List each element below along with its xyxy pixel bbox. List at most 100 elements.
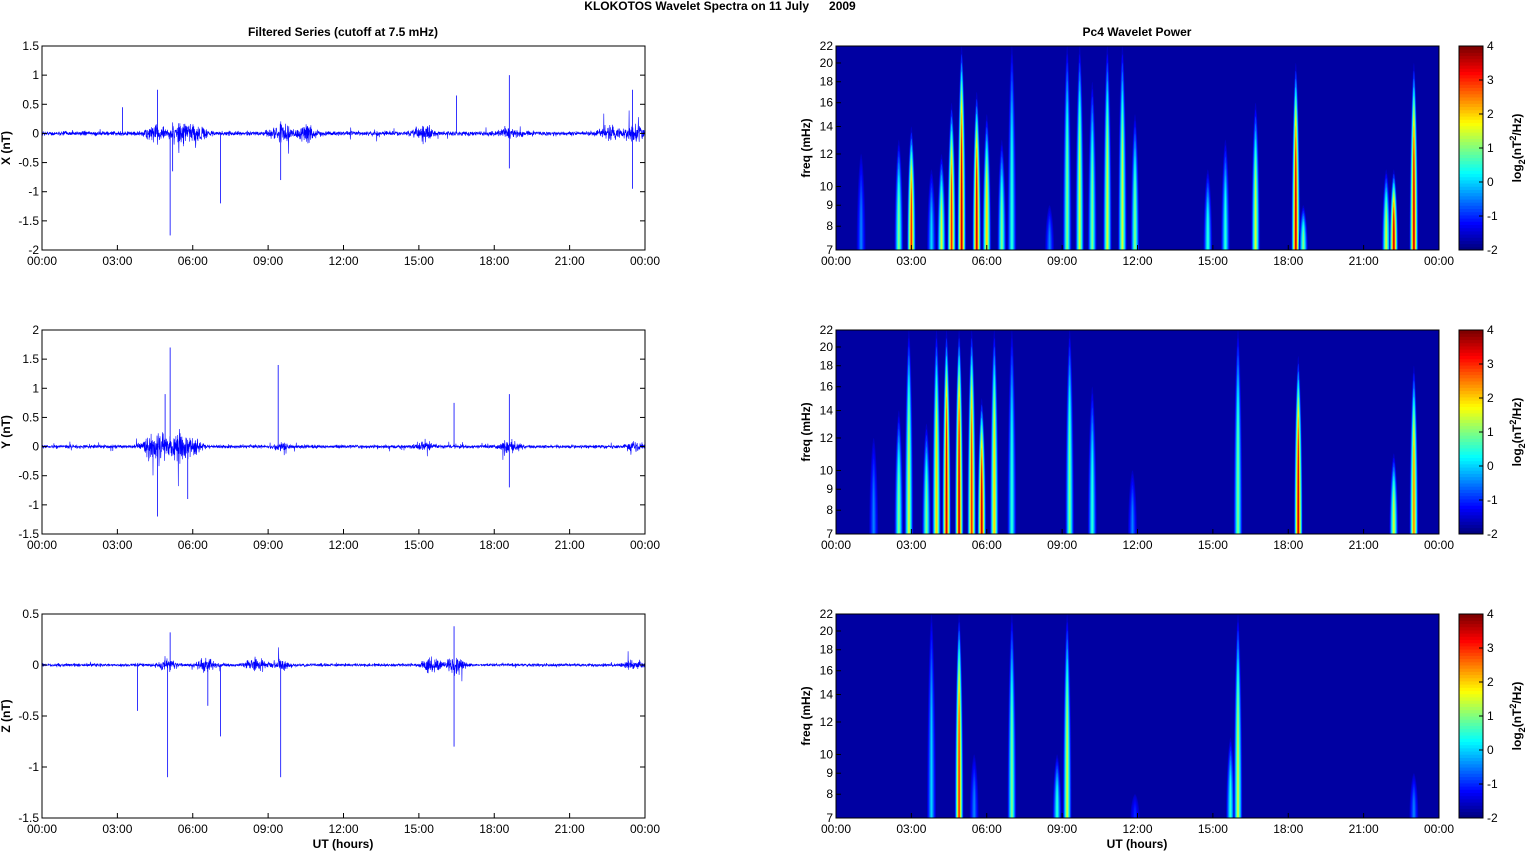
y-tick-label: 12 <box>820 431 834 445</box>
heatmap-cell <box>1066 704 1068 818</box>
heatmap-cell <box>1393 496 1395 534</box>
colorbar-segment <box>1459 674 1483 679</box>
colorbar-segment <box>1459 339 1483 344</box>
colorbar-tick-label: 4 <box>1487 323 1494 337</box>
colorbar-segment <box>1459 620 1483 625</box>
colorbar-segment <box>1459 352 1483 356</box>
colorbar-segment <box>1459 652 1483 656</box>
heatmap-cell <box>1224 195 1226 250</box>
colorbar-segment <box>1459 495 1483 500</box>
colorbar-segment <box>1459 460 1483 465</box>
x-tick-label: 18:00 <box>479 538 509 552</box>
colorbar-tick-label: -1 <box>1487 777 1498 791</box>
colorbar-segment <box>1459 109 1483 114</box>
x-tick-label: 09:00 <box>1047 254 1077 268</box>
colorbar-segment <box>1459 355 1483 360</box>
colorbar-segment <box>1459 735 1483 739</box>
y-tick-label: 14 <box>820 404 834 418</box>
colorbar-segment <box>1459 511 1483 516</box>
x-tick-label: 21:00 <box>1349 538 1379 552</box>
colorbar-segment <box>1459 77 1483 82</box>
heatmap-cell <box>951 173 953 250</box>
colorbar-segment <box>1459 234 1483 238</box>
y-tick-label: 18 <box>820 75 834 89</box>
colorbar-segment <box>1459 74 1483 79</box>
heatmap-cells <box>869 330 1419 534</box>
colorbar-segment <box>1459 246 1483 251</box>
colorbar-segment <box>1459 696 1483 701</box>
x-tick-label: 06:00 <box>972 822 1002 836</box>
plot-area <box>42 330 645 534</box>
y-tick-label: -1.5 <box>18 527 39 541</box>
heatmap-cell <box>925 479 928 534</box>
x-tick-label: 06:00 <box>178 254 208 268</box>
heatmap-cell <box>1207 212 1209 250</box>
colorbar-segment <box>1459 451 1483 455</box>
colorbar-tick-label: 0 <box>1487 459 1494 473</box>
colorbar-segment <box>1459 782 1483 787</box>
colorbar-segment <box>1459 151 1483 155</box>
colorbar-segment <box>1459 58 1483 63</box>
colorbar-segment <box>1459 128 1483 133</box>
x-tick-label: 15:00 <box>404 254 434 268</box>
heatmap-cell <box>981 464 983 534</box>
colorbar-segment <box>1459 661 1483 666</box>
colorbar-segment <box>1459 400 1483 404</box>
colorbar-tick-label: 4 <box>1487 39 1494 53</box>
colorbar-segment <box>1459 716 1483 720</box>
heatmap-cell <box>860 203 862 250</box>
time-series-plot-2: 2 1.5 1 0.5 0 -0.5 -1 -1.5 Y (nT) 00:00 03:00 06:00… <box>0 323 660 552</box>
x-tick-label: 00:00 <box>821 254 851 268</box>
colorbar-segment <box>1459 706 1483 711</box>
heatmap-cell <box>1066 136 1068 250</box>
heatmap-cell <box>945 420 948 534</box>
heatmap-cell <box>1091 457 1093 534</box>
x-tick-label: 09:00 <box>1047 538 1077 552</box>
x-tick-label: 15:00 <box>404 538 434 552</box>
time-series-plot-1: 1.5 1 0.5 0 -0.5 -1 -1.5 -2 X (nT) 00:00 03:00 06:0… <box>0 39 660 268</box>
colorbar-segment <box>1459 419 1483 423</box>
colorbar-segment <box>1459 55 1483 60</box>
colorbar-segment <box>1459 122 1483 127</box>
colorbar-segment <box>1459 112 1483 117</box>
colorbar-segment <box>1459 770 1483 774</box>
heatmap-cell <box>986 180 988 250</box>
colorbar-segment <box>1459 81 1483 85</box>
colorbar-segment <box>1459 342 1483 347</box>
colorbar-segment <box>1459 349 1483 353</box>
x-tick-label: 18:00 <box>1273 822 1303 836</box>
colorbar-segment <box>1459 403 1483 407</box>
colorbar-tick-label: -2 <box>1487 811 1498 825</box>
y-tick-label: 16 <box>820 380 834 394</box>
colorbar-segment <box>1459 371 1483 376</box>
colorbar-segment <box>1459 154 1483 159</box>
heatmap-cell <box>1011 704 1013 818</box>
heatmap-cell <box>958 704 960 818</box>
colorbar-segment <box>1459 202 1483 206</box>
colorbar-segment <box>1459 642 1483 647</box>
colorbar-segment <box>1459 687 1483 691</box>
x-tick-label: 00:00 <box>27 538 57 552</box>
y-axis-label: freq (mHz) <box>799 402 813 461</box>
colorbar-segment <box>1459 179 1483 184</box>
heatmap-cell <box>1011 420 1013 534</box>
colorbar-tick-label: 2 <box>1487 675 1494 689</box>
colorbar-segment <box>1459 617 1483 621</box>
left-column-title: Filtered Series (cutoff at 7.5 mHz) <box>248 25 438 39</box>
colorbar-segment <box>1459 779 1483 784</box>
heatmap-cell <box>973 788 975 818</box>
heatmap-cell <box>873 487 875 534</box>
colorbar-segment <box>1459 524 1483 529</box>
colorbar-segment <box>1459 205 1483 210</box>
x-tick-label: 00:00 <box>27 254 57 268</box>
heatmap-cell <box>930 212 933 250</box>
right-column-title: Pc4 Wavelet Power <box>1083 25 1192 39</box>
y-tick-label: 20 <box>820 624 834 638</box>
colorbar-segment <box>1459 530 1483 535</box>
colorbar-segment <box>1459 93 1483 98</box>
y-axis-label: X (nT) <box>0 131 13 165</box>
x-tick-label: 18:00 <box>1273 254 1303 268</box>
colorbar-segment <box>1459 719 1483 723</box>
colorbar-tick-label: 1 <box>1487 141 1494 155</box>
